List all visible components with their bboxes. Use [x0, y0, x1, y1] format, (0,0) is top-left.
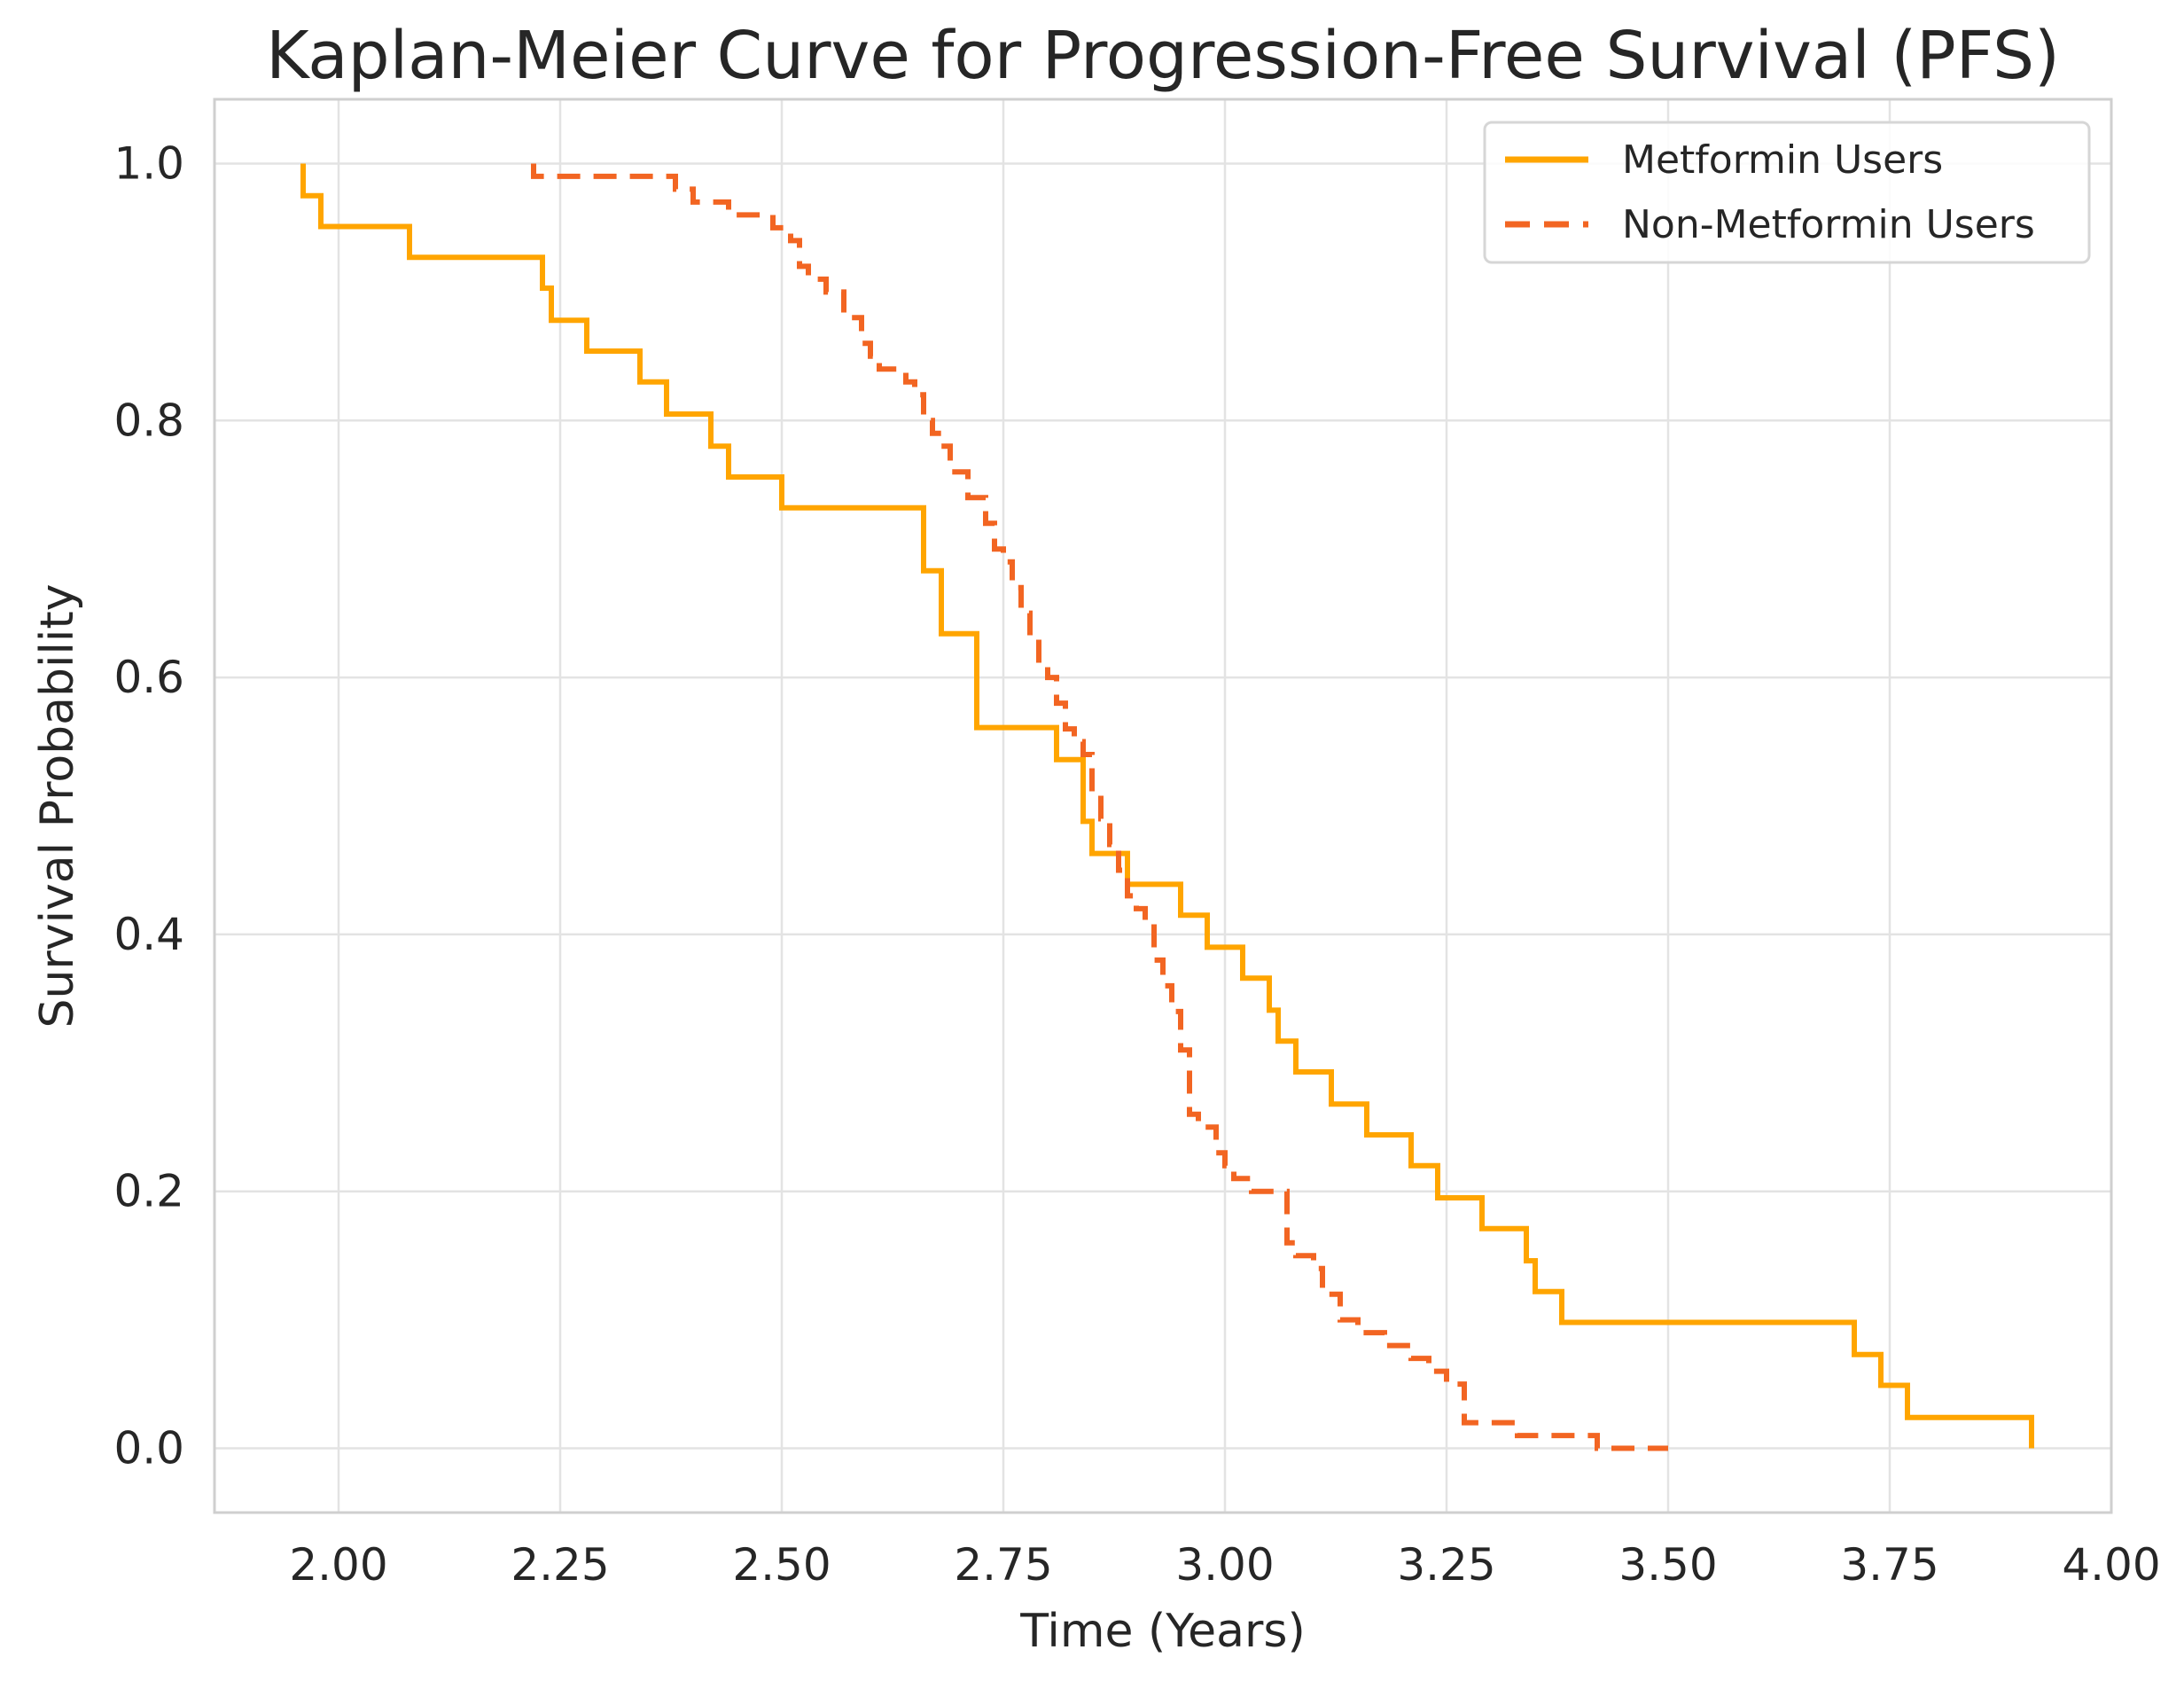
y-tick-label: 0.8: [113, 395, 184, 446]
legend-label-metformin: Metformin Users: [1622, 137, 1943, 183]
x-tick-label: 3.75: [1840, 1539, 1938, 1591]
x-tick-label: 2.75: [954, 1539, 1052, 1591]
y-axis-label: Survival Probability: [31, 583, 84, 1028]
x-tick-label: 3.25: [1397, 1539, 1495, 1591]
x-tick-label: 4.00: [2062, 1539, 2160, 1591]
x-tick-label: 3.50: [1618, 1539, 1717, 1591]
plot-frame: [213, 98, 2113, 1514]
legend-label-non-metformin: Non-Metformin Users: [1622, 202, 2035, 247]
x-tick-labels: 2.00 2.25 2.50 2.75 3.00 3.25 3.50 3.75 4.00: [289, 1539, 2160, 1591]
y-tick-label: 0.0: [113, 1423, 184, 1474]
chart-title: Kaplan-Meier Curve for Progression-Free …: [266, 18, 2060, 94]
y-tick-label: 0.4: [113, 909, 184, 960]
x-tick-label: 3.00: [1175, 1539, 1274, 1591]
x-tick-label: 2.50: [732, 1539, 831, 1591]
series-line-metformin: [300, 163, 2034, 1449]
y-tick-labels: 0.0 0.2 0.4 0.6 0.8 1.0: [113, 137, 184, 1474]
y-tick-label: 1.0: [113, 137, 184, 189]
x-tick-label: 2.25: [511, 1539, 609, 1591]
legend[interactable]: Metformin Users Non-Metformin Users: [1483, 121, 2091, 264]
series-line-non-metformin: [531, 163, 1668, 1451]
series-layer: [300, 163, 2034, 1451]
x-axis-label: Time (Years): [1019, 1605, 1306, 1658]
grid-lines: [214, 99, 2113, 1513]
legend-box: [1483, 121, 2091, 264]
x-tick-label: 2.00: [289, 1539, 387, 1591]
y-tick-label: 0.6: [113, 652, 184, 703]
y-tick-label: 0.2: [113, 1166, 184, 1217]
